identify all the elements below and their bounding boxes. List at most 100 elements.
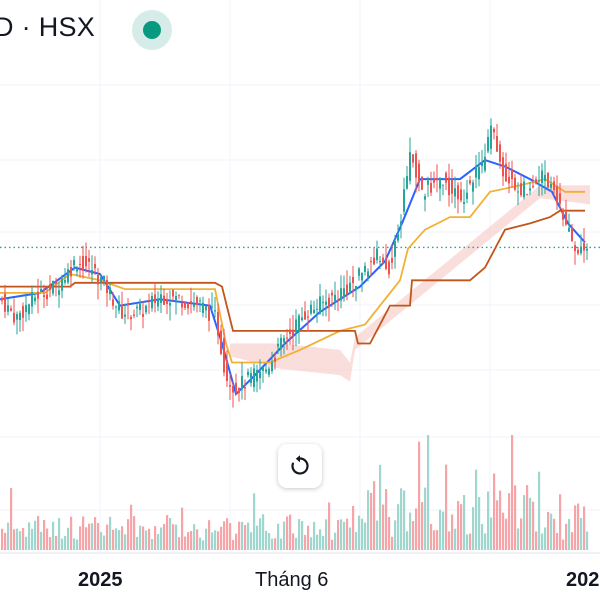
candle: [394, 235, 396, 269]
volume-bar: [580, 517, 583, 550]
volume-bar: [187, 532, 190, 550]
candle-body: [544, 174, 546, 181]
volume-bar: [487, 491, 490, 550]
volume-bar: [13, 529, 16, 550]
volume-bar: [391, 536, 394, 550]
volume-bar: [541, 533, 544, 550]
candle-body: [274, 357, 276, 362]
candle: [238, 387, 240, 402]
candle: [349, 275, 351, 295]
volume-bar: [502, 512, 505, 550]
candle-body: [523, 181, 525, 198]
candle: [409, 137, 411, 185]
candle: [448, 163, 450, 207]
candle-body: [1, 298, 3, 301]
candle: [151, 292, 153, 312]
candle-body: [517, 191, 519, 193]
candle: [400, 214, 402, 239]
candle: [415, 150, 417, 193]
volume-bar: [310, 537, 313, 550]
candle-body: [403, 189, 405, 212]
volume-bar: [301, 521, 304, 550]
volume-bar: [379, 464, 382, 550]
candle-body: [79, 263, 81, 265]
volume-bar: [499, 490, 502, 550]
candle-body: [445, 172, 447, 183]
candle-body: [343, 288, 345, 298]
candle: [580, 234, 582, 256]
volume-layer: [1, 435, 589, 550]
volume-bar: [115, 528, 118, 550]
candle-body: [196, 296, 198, 306]
volume-bar: [40, 531, 43, 550]
candle: [367, 268, 369, 282]
candle-body: [556, 186, 558, 204]
candle-body: [385, 258, 387, 269]
candle: [244, 379, 246, 401]
volume-bar: [481, 524, 484, 550]
volume-bar: [463, 495, 466, 550]
candle-body: [475, 166, 477, 178]
candle: [172, 289, 174, 302]
volume-bar: [535, 531, 538, 550]
reset-chart-button[interactable]: [278, 444, 322, 488]
candle: [337, 290, 339, 312]
candle: [31, 285, 33, 315]
candle: [19, 310, 21, 332]
candle: [520, 174, 522, 198]
candle: [376, 240, 378, 264]
volume-bar: [466, 534, 469, 550]
candle: [430, 171, 432, 196]
volume-bar: [529, 497, 532, 550]
candle: [112, 291, 114, 310]
volume-bar: [355, 532, 358, 550]
candle-body: [184, 302, 186, 308]
volume-bar: [7, 522, 10, 550]
volume-bar: [157, 533, 160, 550]
candle: [406, 166, 408, 190]
volume-bar: [340, 519, 343, 550]
candle-body: [370, 261, 372, 263]
volume-bar: [451, 514, 454, 550]
volume-bar: [58, 518, 61, 550]
candle-body: [55, 281, 57, 284]
candle: [190, 287, 192, 314]
volume-bar: [568, 519, 571, 550]
candle: [16, 311, 18, 335]
candle-body: [340, 288, 342, 301]
candle: [283, 334, 285, 355]
volume-bar: [100, 532, 103, 550]
volume-bar: [196, 529, 199, 550]
candle: [472, 179, 474, 205]
volume-bar: [178, 537, 181, 550]
volume-bar: [400, 488, 403, 550]
candle-body: [286, 337, 288, 339]
candle: [514, 173, 516, 192]
candle-body: [367, 271, 369, 278]
candle: [274, 352, 276, 370]
candle-body: [514, 177, 516, 190]
candle: [340, 275, 342, 309]
candle-body: [115, 306, 117, 308]
candle: [235, 373, 237, 395]
candle-body: [526, 194, 528, 196]
volume-bar: [295, 537, 298, 550]
volume-bar: [343, 521, 346, 550]
volume-bar: [319, 529, 322, 550]
candle: [403, 177, 405, 216]
candle-layer: [1, 118, 588, 408]
candle-body: [232, 385, 234, 393]
candle: [136, 302, 138, 318]
volume-bar: [484, 533, 487, 550]
volume-bar: [460, 504, 463, 550]
candle-body: [22, 306, 24, 318]
volume-bar: [478, 497, 481, 550]
volume-bar: [553, 518, 556, 550]
candle-body: [43, 295, 45, 297]
volume-bar: [139, 525, 142, 550]
volume-bar: [46, 528, 49, 550]
candle-body: [469, 180, 471, 184]
volume-bar: [433, 530, 436, 550]
volume-bar: [469, 533, 472, 550]
